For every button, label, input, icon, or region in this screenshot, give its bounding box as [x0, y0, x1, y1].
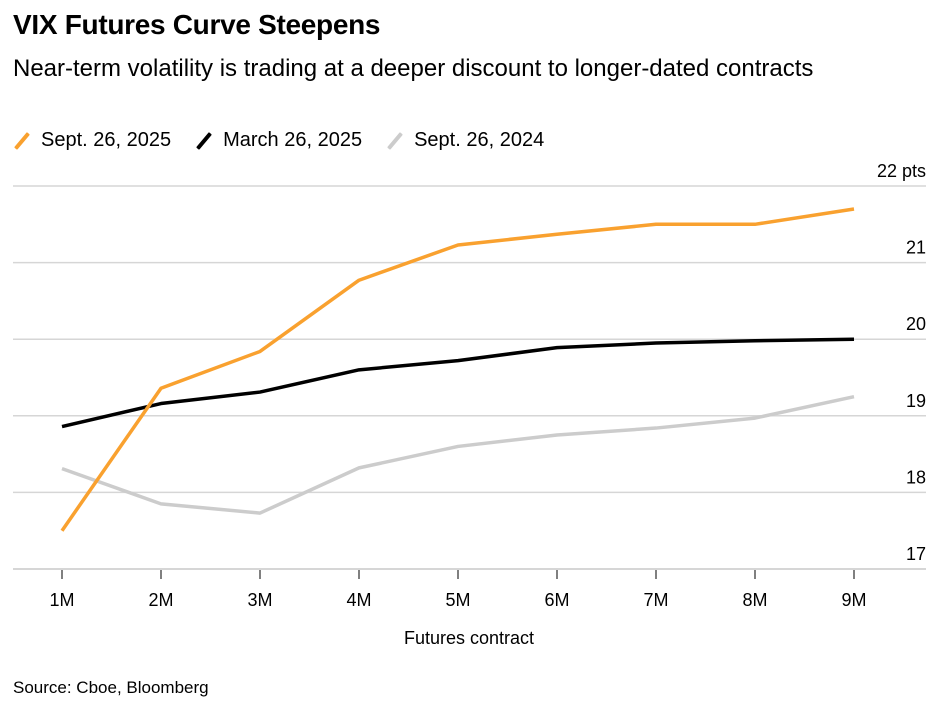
x-tick-label: 8M	[742, 590, 767, 610]
legend-item-sept-2025: Sept. 26, 2025	[13, 129, 171, 152]
x-tick-label: 2M	[148, 590, 173, 610]
chart-title: VIX Futures Curve Steepens	[13, 9, 381, 40]
x-tick-label: 3M	[247, 590, 272, 610]
legend-label: Sept. 26, 2025	[41, 129, 172, 151]
line-chart: 17 18 19 20 21 22 pts 1M 2M 3M 4M 5M 6M 7M 8M 9M	[13, 161, 926, 610]
legend-swatch-grey	[386, 132, 404, 150]
gridlines	[13, 185, 926, 570]
y-axis-labels: 17 18 19 20 21 22 pts	[877, 161, 926, 564]
x-tick-label: 1M	[49, 590, 74, 610]
x-tick-label: 6M	[544, 590, 569, 610]
y-tick-label: 19	[906, 391, 926, 411]
x-axis-title: Futures contract	[403, 628, 535, 648]
x-tick-label: 9M	[841, 590, 866, 610]
x-tick-label: 4M	[346, 590, 371, 610]
series-lines	[60, 207, 855, 532]
x-tick-label: 5M	[445, 590, 470, 610]
series-line-march-26-2025	[61, 337, 855, 429]
legend: Sept. 26, 2025 March 26, 2025 Sept. 26, …	[13, 129, 568, 152]
y-tick-label: 17	[906, 544, 926, 564]
series-line-sept-26-2025	[60, 207, 855, 532]
legend-label: March 26, 2025	[223, 129, 363, 151]
chart-subtitle: Near-term volatility is trading at a dee…	[13, 55, 814, 82]
source-note: Source: Cboe, Bloomberg	[13, 678, 209, 697]
x-axis-ticks: 1M 2M 3M 4M 5M 6M 7M 8M 9M	[49, 570, 867, 610]
x-tick-label: 7M	[643, 590, 668, 610]
legend-swatch-orange	[13, 132, 31, 150]
y-tick-label: 21	[906, 238, 926, 258]
legend-item-march-2025: March 26, 2025	[195, 129, 362, 152]
legend-item-sept-2024: Sept. 26, 2024	[386, 129, 544, 152]
y-tick-label: 20	[906, 314, 926, 334]
legend-label: Sept. 26, 2024	[414, 129, 545, 151]
series-line-sept-26-2024	[61, 394, 855, 515]
y-tick-label: 18	[906, 467, 926, 487]
legend-swatch-black	[195, 132, 213, 150]
y-tick-label: 22 pts	[877, 161, 926, 181]
